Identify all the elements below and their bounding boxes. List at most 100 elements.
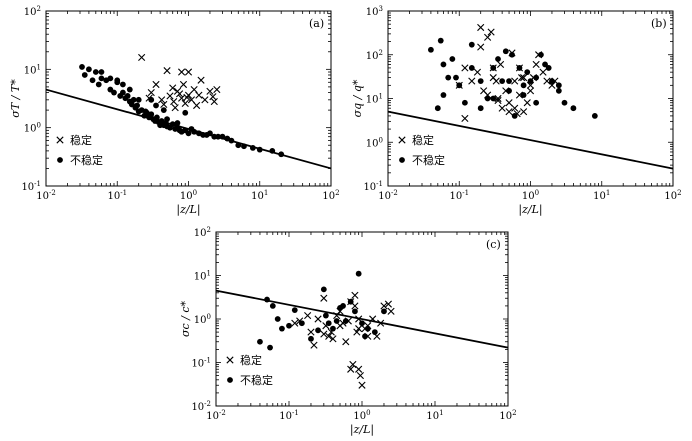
x-tick-label: 101 — [426, 409, 443, 422]
legend-label-unstable: 不稳定 — [70, 153, 103, 167]
stable-point-marker — [184, 91, 193, 99]
stable-point-marker — [387, 307, 395, 315]
stable-point-marker — [468, 77, 476, 85]
unstable-point-marker — [114, 77, 121, 84]
y-axis-label: σc / c* — [179, 300, 192, 337]
unstable-point-marker — [191, 128, 198, 135]
stable-point-marker — [325, 332, 333, 340]
stable-point-marker — [520, 74, 528, 82]
y-tick-label: 102 — [24, 5, 41, 18]
unstable-point-marker — [278, 151, 285, 158]
stable-point-marker — [511, 104, 519, 112]
unstable-point-marker — [298, 320, 305, 327]
unstable-point-marker — [516, 65, 523, 71]
unstable-point-marker — [182, 109, 189, 116]
unstable-point-marker — [89, 77, 96, 84]
unstable-point-marker — [456, 82, 463, 89]
legend-label-stable: 稳定 — [412, 133, 434, 147]
stable-point-marker — [171, 104, 179, 112]
unstable-point-marker — [215, 133, 221, 140]
unstable-point-marker — [538, 51, 544, 58]
stable-point-marker — [355, 365, 363, 373]
unstable-point-marker — [561, 99, 568, 106]
stable-point-marker — [496, 60, 505, 69]
stable-point-marker — [206, 87, 214, 95]
unstable-point-marker — [449, 56, 456, 62]
stable-point-marker — [477, 23, 485, 32]
stable-point-marker — [209, 93, 217, 101]
unstable-point-marker — [520, 82, 527, 89]
unstable-point-marker — [228, 137, 235, 144]
unstable-point-marker — [527, 78, 534, 84]
stable-point-marker — [320, 330, 328, 338]
stable-point-marker — [461, 64, 469, 72]
unstable-point-marker — [342, 318, 349, 324]
unstable-point-marker — [160, 107, 167, 114]
unstable-point-marker — [555, 87, 562, 94]
stable-point-marker — [210, 97, 218, 106]
legend-x-marker — [398, 136, 406, 144]
unstable-point-marker — [364, 325, 371, 332]
unstable-point-marker — [340, 303, 346, 309]
unstable-point-marker — [241, 143, 247, 150]
stable-point-marker — [190, 85, 198, 94]
unstable-point-marker — [279, 325, 285, 332]
unstable-point-marker — [427, 46, 434, 53]
stable-point-marker — [505, 99, 513, 107]
unstable-point-marker — [440, 61, 447, 68]
unstable-point-marker — [520, 92, 527, 98]
unstable-point-marker — [142, 108, 149, 115]
unstable-point-marker — [291, 307, 298, 314]
unstable-point-marker — [98, 69, 105, 75]
unstable-point-marker — [434, 105, 441, 112]
y-axis-label: σq / q* — [351, 79, 364, 117]
unstable-point-marker — [499, 78, 506, 84]
unstable-point-marker — [207, 130, 213, 137]
panel-c: 10-2 10-1 100 101 10210-210-1100101102|z/L|σ… — [179, 226, 517, 437]
x-tick-label: 10-2 — [206, 409, 226, 422]
x-tick-label: 10-1 — [107, 189, 127, 202]
stable-point-marker — [201, 96, 209, 104]
unstable-point-marker — [169, 121, 176, 128]
unstable-point-marker — [164, 116, 170, 123]
y-tick-label: 100 — [194, 313, 211, 326]
unstable-point-marker — [322, 312, 329, 319]
stable-point-marker — [461, 114, 469, 123]
unstable-point-marker — [477, 105, 484, 112]
stable-point-marker — [152, 80, 160, 89]
stable-point-marker — [498, 104, 506, 112]
unstable-point-marker — [355, 270, 362, 277]
stable-point-marker — [178, 94, 186, 102]
stable-point-marker — [384, 300, 392, 308]
unstable-point-marker — [257, 338, 263, 345]
x-axis-label: |z/L| — [176, 203, 200, 217]
unstable-point-marker — [98, 75, 105, 82]
stable-point-marker — [158, 96, 166, 104]
unstable-point-marker — [502, 48, 509, 55]
stable-point-marker — [310, 341, 318, 349]
unstable-point-marker — [126, 86, 133, 93]
unstable-point-marker — [371, 329, 378, 335]
unstable-point-marker — [135, 96, 142, 103]
stable-point-marker — [505, 108, 513, 116]
unstable-point-marker — [308, 335, 314, 342]
x-axis-label: |z/L| — [350, 423, 374, 437]
y-tick-label: 101 — [194, 270, 211, 283]
stable-point-marker — [160, 100, 168, 109]
unstable-point-marker — [274, 316, 281, 322]
unstable-point-marker — [490, 65, 497, 71]
stable-point-marker — [377, 319, 385, 327]
y-tick-label: 10-1 — [191, 357, 211, 370]
unstable-point-marker — [549, 78, 555, 84]
unstable-point-marker — [269, 303, 276, 309]
unstable-point-marker — [362, 333, 368, 340]
unstable-point-marker — [524, 69, 531, 76]
stable-point-marker — [515, 91, 524, 99]
stable-point-marker — [526, 87, 535, 95]
y-axis-label: σT / T* — [9, 79, 22, 118]
unstable-point-marker — [92, 69, 99, 75]
unstable-point-marker — [352, 308, 358, 315]
stable-point-marker — [520, 108, 528, 116]
